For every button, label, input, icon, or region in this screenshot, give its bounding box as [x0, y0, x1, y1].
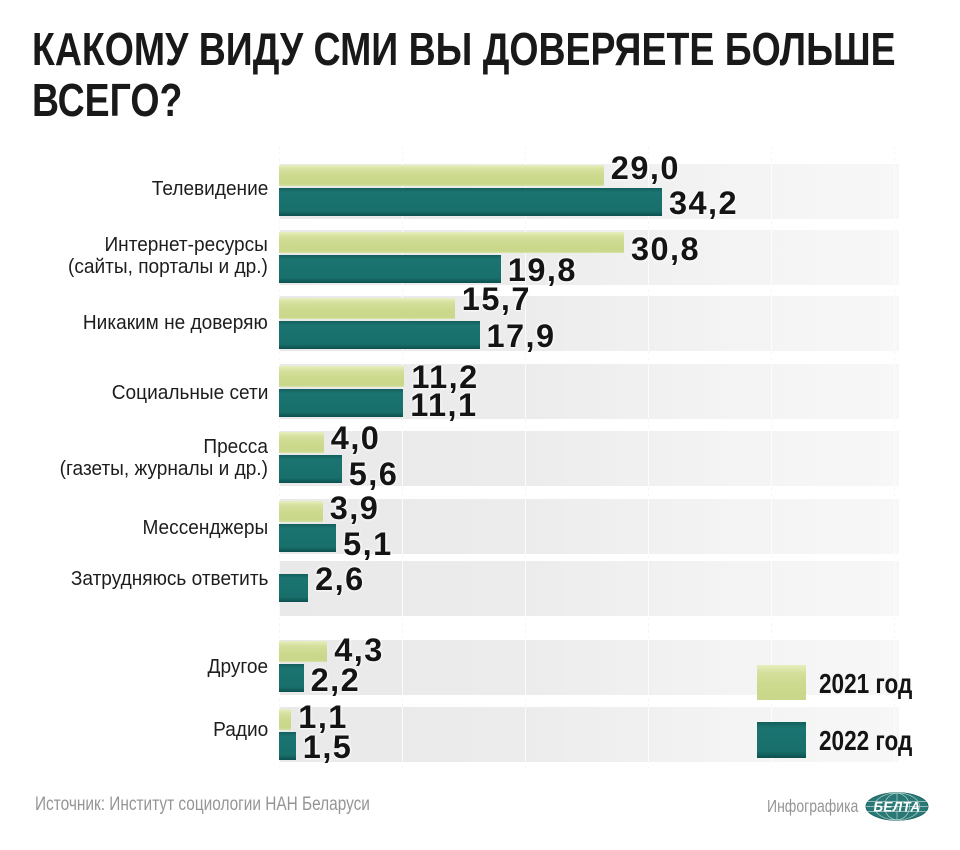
svg-text:БЕЛТА: БЕЛТА — [873, 799, 920, 814]
